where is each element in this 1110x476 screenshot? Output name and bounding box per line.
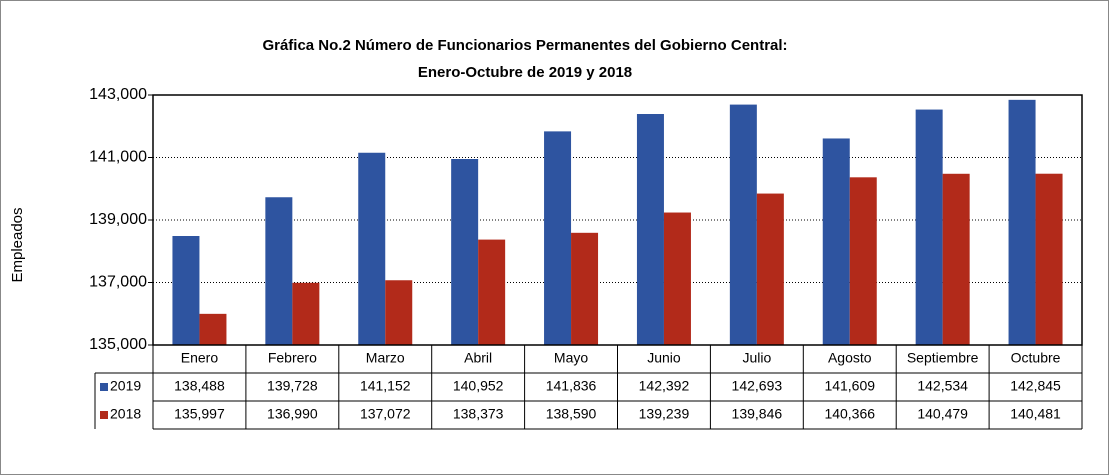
table-value: 139,846 [732, 406, 783, 422]
table-value: 141,836 [546, 378, 597, 394]
table-value: 138,590 [546, 406, 597, 422]
bar [942, 173, 970, 345]
legend-swatch [100, 411, 108, 419]
bar [636, 114, 664, 345]
x-tick-label: Febrero [268, 350, 317, 366]
bar [544, 131, 572, 345]
table-value: 141,609 [824, 378, 875, 394]
x-tick-label: Abril [464, 350, 492, 366]
table-value: 142,693 [732, 378, 783, 394]
x-tick-label: Enero [181, 350, 219, 366]
bar [729, 104, 757, 345]
table-value: 142,534 [917, 378, 968, 394]
x-tick-label: Agosto [828, 350, 872, 366]
chart-subtitle: Enero-Octubre de 2019 y 2018 [418, 64, 632, 81]
bar [1035, 173, 1063, 345]
table-value: 140,952 [453, 378, 504, 394]
bar [663, 212, 691, 345]
y-tick-label: 137,000 [89, 274, 147, 291]
y-axis-label: Empleados [9, 207, 26, 282]
table-value: 142,845 [1010, 378, 1061, 394]
table-value: 142,392 [639, 378, 690, 394]
table-value: 140,366 [824, 406, 875, 422]
bar [822, 138, 850, 345]
y-tick-label: 135,000 [89, 336, 147, 353]
table-value: 140,481 [1010, 406, 1061, 422]
table-value: 138,373 [453, 406, 504, 422]
table-value: 138,488 [174, 378, 225, 394]
legend-swatch [100, 383, 108, 391]
table-value: 139,239 [639, 406, 690, 422]
bar [756, 193, 784, 345]
bar [292, 282, 320, 345]
bar [265, 197, 293, 345]
chart-title: Gráfica No.2 Número de Funcionarios Perm… [262, 37, 787, 54]
x-tick-label: Septiembre [907, 350, 979, 366]
legend-label: 2018 [110, 406, 141, 422]
bar [172, 236, 200, 345]
table-value: 135,997 [174, 406, 225, 422]
y-tick-label: 141,000 [89, 149, 147, 166]
x-tick-label: Mayo [554, 350, 588, 366]
bar [199, 313, 227, 345]
y-tick-label: 139,000 [89, 211, 147, 228]
bar [1008, 99, 1036, 345]
bar [451, 159, 479, 345]
table-value: 136,990 [267, 406, 318, 422]
x-tick-label: Junio [647, 350, 681, 366]
bar [849, 177, 877, 345]
table-value: 139,728 [267, 378, 318, 394]
table-value: 140,479 [917, 406, 968, 422]
bar [571, 232, 599, 345]
bar [385, 280, 413, 345]
y-tick-label: 143,000 [89, 86, 147, 103]
x-tick-label: Marzo [366, 350, 405, 366]
table-value: 137,072 [360, 406, 411, 422]
bar [358, 152, 386, 345]
legend-label: 2019 [110, 378, 141, 394]
x-tick-label: Julio [742, 350, 771, 366]
table-value: 141,152 [360, 378, 411, 394]
bar [478, 239, 506, 345]
bar [915, 109, 943, 345]
x-tick-label: Octubre [1011, 350, 1061, 366]
